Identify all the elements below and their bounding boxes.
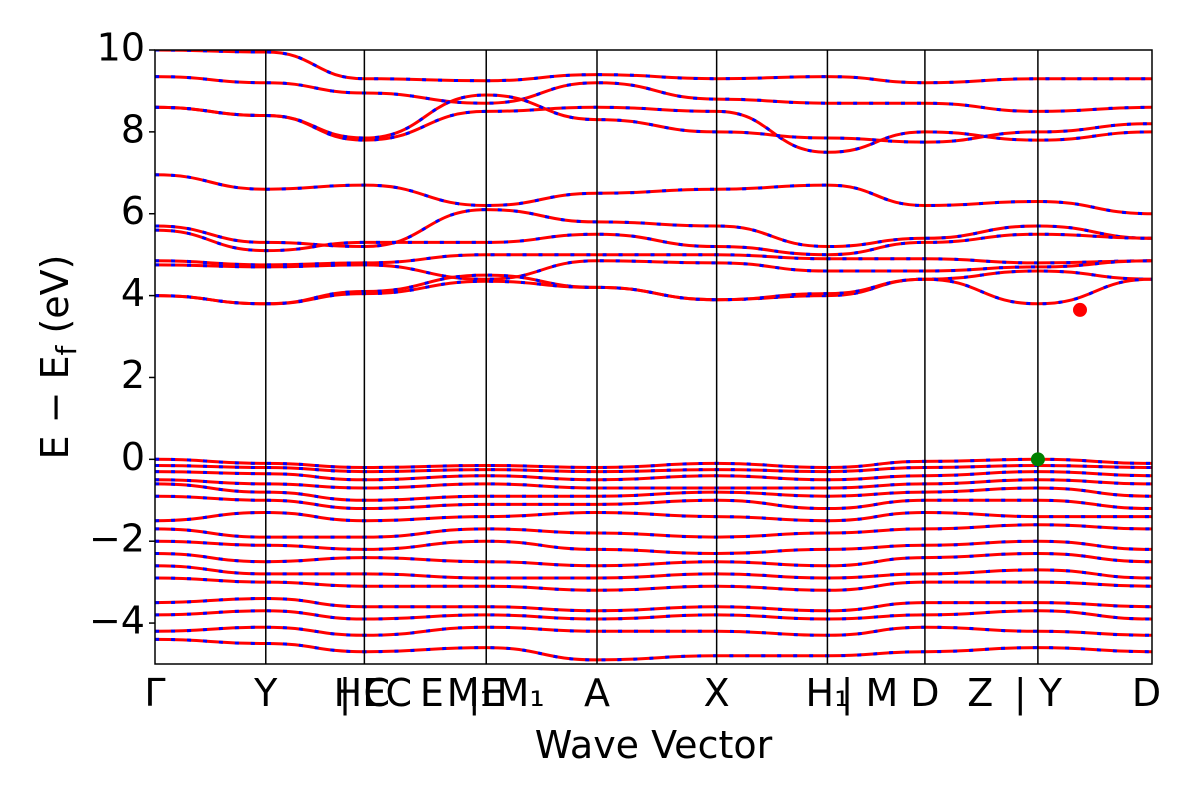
x-tick-label: Y [253, 671, 278, 715]
x-tick-label: M₁ [497, 671, 545, 715]
x-tick-label: A [584, 671, 610, 715]
y-tick-label: −2 [89, 517, 145, 561]
plot-frame [154, 49, 1153, 665]
band-3-series-1 [155, 93, 1152, 144]
band-18-series-0 [155, 523, 1152, 539]
y-tick-label: −4 [89, 599, 145, 643]
y-tick-label: 0 [121, 435, 145, 479]
x-tick-label: M₁ [447, 671, 495, 715]
x-tick-label: C [385, 671, 412, 715]
band-21-series-1 [155, 564, 1152, 580]
y-tick-label: 4 [121, 271, 145, 315]
band-14-series-1 [155, 478, 1152, 490]
cbm-marker [1072, 302, 1087, 317]
band-12-series-1 [155, 463, 1152, 474]
x-tick-label: |E [468, 671, 505, 716]
band-0-series-0 [155, 50, 1152, 85]
band-2-series-0 [155, 105, 1152, 154]
x-tick-label: D [1132, 671, 1161, 715]
x-tick-label: | M [841, 671, 899, 716]
y-axis-label-subscript: f [50, 344, 83, 355]
x-tick-label: Z [967, 671, 993, 715]
y-tick-label: 6 [121, 189, 145, 233]
band-24-series-1 [155, 609, 1152, 621]
band-22-series-1 [155, 576, 1152, 592]
x-tick-label: E [420, 671, 444, 715]
band-1-series-0 [155, 75, 1152, 113]
band-20-series-0 [155, 551, 1152, 568]
band-7-series-1 [155, 253, 1152, 267]
band-2-series-1 [155, 105, 1152, 154]
band-25-series-1 [155, 625, 1152, 637]
y-axis-label-unit: (eV) [33, 255, 77, 346]
y-tick-label: 2 [121, 353, 145, 397]
band-4-series-1 [155, 173, 1152, 216]
band-16-series-1 [155, 494, 1152, 511]
x-axis-label: Wave Vector [535, 723, 773, 767]
band-4-series-0 [155, 173, 1152, 216]
y-axis-label-main: E − E [33, 355, 77, 459]
bands-layer [155, 50, 1152, 662]
band-1-series-1 [155, 75, 1152, 113]
band-23-series-1 [155, 596, 1152, 613]
x-tick-label: | Y [1014, 671, 1063, 716]
band-13-series-1 [155, 470, 1152, 482]
band-19-series-1 [155, 539, 1152, 556]
vbm-marker [1030, 452, 1045, 467]
band-0-series-1 [155, 50, 1152, 85]
band-18-series-1 [155, 523, 1152, 539]
x-tick-label: H₁ [806, 671, 850, 715]
y-tick-label: 10 [97, 26, 145, 70]
band-17-series-1 [155, 510, 1152, 523]
band-26-series-1 [155, 637, 1152, 662]
y-tick-label: 8 [121, 107, 145, 151]
x-tick-label: X [704, 671, 730, 715]
y-axis-ticks: 10 8 6 4 2 0 −2 −4 [89, 26, 155, 643]
extrema-markers [1030, 302, 1087, 467]
band-10-series-0 [155, 277, 1152, 306]
x-tick-label: | C [339, 671, 390, 716]
kpath-separators [265, 50, 1039, 664]
x-tick-label: Γ [144, 671, 165, 715]
band-6-series-1 [155, 228, 1152, 257]
band-8-series-1 [155, 259, 1152, 281]
x-tick-label: HE [334, 671, 387, 715]
x-tick-label: D [910, 671, 939, 715]
band-15-series-0 [155, 482, 1152, 502]
y-axis-label: E − Ef (eV) [33, 255, 83, 460]
band-11-series-1 [155, 457, 1152, 470]
